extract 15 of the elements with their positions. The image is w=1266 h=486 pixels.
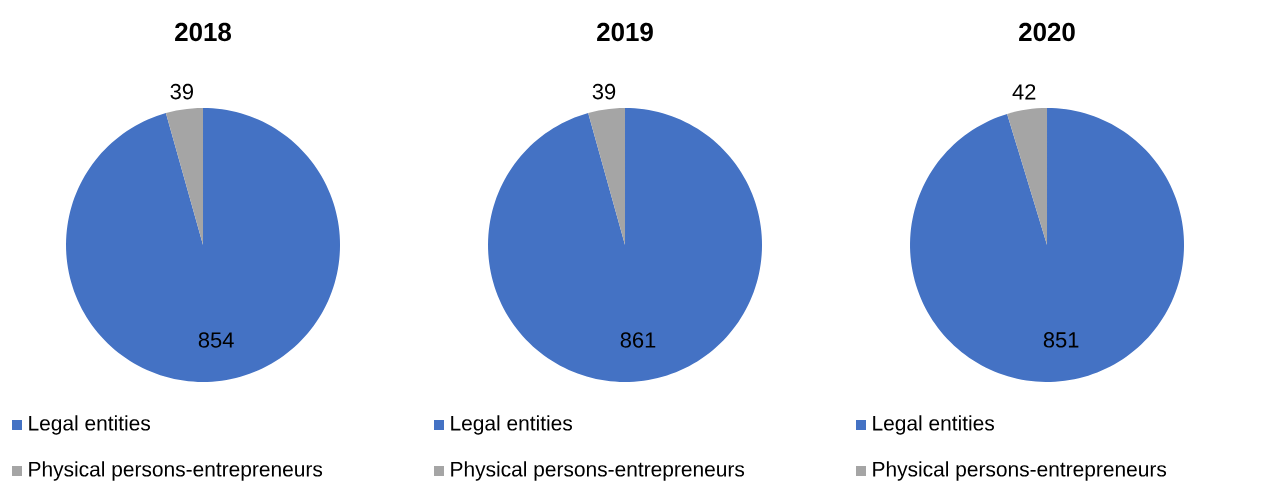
legend-label: Physical persons-entrepreneurs [451,461,745,481]
legend-label: Legal entities [451,415,573,435]
data-label: 42 [1012,84,1036,100]
legend-label: Legal entities [873,415,995,435]
legend-label: Physical persons-entrepreneurs [873,461,1167,481]
data-label: 861 [620,332,656,348]
chart-title: 2019 [597,22,653,42]
chart-title: 2018 [175,22,232,42]
data-label: 851 [1043,332,1079,348]
legend-label: Legal entities [29,415,151,435]
data-label: 39 [170,83,193,100]
legend-label: Physical persons-entrepreneurs [29,461,323,481]
chart-title: 2020 [1019,22,1075,42]
data-label: 854 [198,332,234,348]
data-label: 39 [592,83,616,100]
